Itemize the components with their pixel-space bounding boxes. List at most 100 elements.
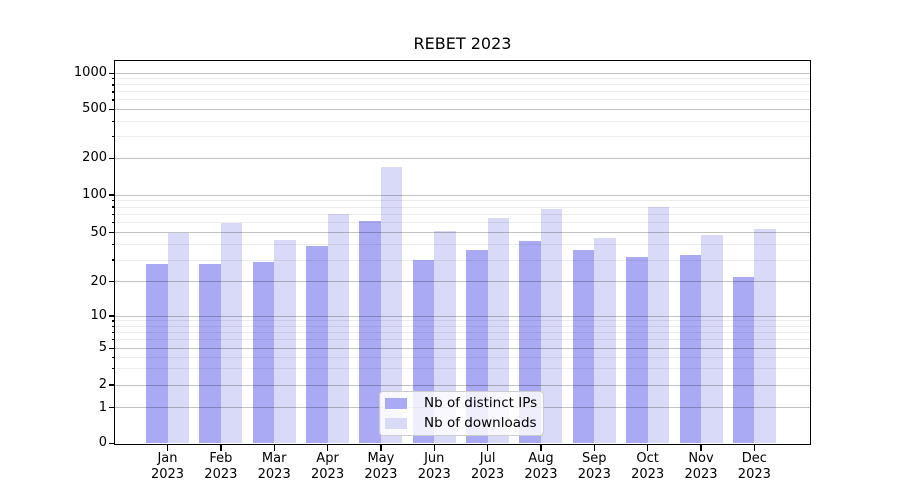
y-minor-tick [111, 320, 115, 322]
legend-swatch-downloads [385, 418, 407, 429]
y-minor-tick [111, 91, 115, 93]
x-tick [486, 444, 489, 451]
y-major-tick [109, 384, 115, 386]
x-tick-year: 2023 [257, 467, 291, 482]
x-tick [326, 444, 329, 451]
gridline-minor [115, 339, 810, 341]
bar-downloads [754, 228, 776, 444]
x-tick-month: Feb [209, 451, 233, 466]
x-tick-month: Apr [316, 451, 339, 466]
y-major-tick [109, 315, 115, 317]
x-tick-year: 2023 [577, 467, 611, 482]
y-tick-label: 50 [90, 224, 107, 240]
y-minor-tick [111, 243, 115, 246]
y-minor-tick [111, 206, 115, 208]
x-tick-label: Jun 2023 [404, 451, 464, 483]
y-minor-tick [111, 339, 115, 341]
x-tick [540, 444, 542, 451]
y-tick-label: 100 [82, 187, 107, 202]
y-minor-tick [111, 259, 115, 261]
gridline-minor [115, 320, 810, 322]
gridline-major [115, 347, 810, 349]
x-tick-label: Jan 2023 [138, 451, 198, 483]
gridline-major [115, 315, 810, 317]
x-tick [593, 444, 595, 451]
x-tick [433, 444, 435, 451]
x-tick-year: 2023 [311, 467, 345, 482]
x-tick-year: 2023 [631, 467, 665, 482]
y-major-tick [109, 108, 115, 110]
x-tick-label: Sep 2023 [564, 451, 624, 483]
x-tick [380, 444, 382, 451]
bar-downloads [487, 218, 510, 444]
y-major-tick [109, 442, 115, 444]
y-minor-tick [111, 356, 115, 358]
y-tick-label: 200 [82, 150, 107, 166]
bar-distinct-ips [306, 245, 328, 444]
gridline-major [115, 108, 810, 110]
x-tick-label: Apr 2023 [298, 451, 358, 483]
gridline-major [115, 281, 810, 283]
y-major-tick [109, 194, 115, 196]
x-tick-year: 2023 [364, 467, 398, 482]
bar-downloads [380, 166, 403, 444]
bar-downloads [594, 238, 616, 444]
x-tick-month: Nov [688, 451, 714, 466]
x-tick [646, 444, 649, 451]
bar-downloads [220, 222, 243, 444]
y-minor-tick [111, 99, 115, 101]
x-tick-month: Sep [582, 451, 607, 466]
x-tick-year: 2023 [737, 467, 771, 482]
gridline-minor [115, 78, 810, 80]
x-tick-label: Mar 2023 [244, 451, 304, 483]
gridline-major [115, 194, 810, 196]
y-major-tick [109, 407, 115, 409]
gridline-minor [115, 356, 810, 358]
x-tick-month: Jan [157, 451, 178, 466]
x-tick [166, 444, 169, 451]
y-minor-tick [111, 331, 115, 334]
gridline-major [115, 232, 810, 234]
x-tick-month: Jul [479, 451, 496, 466]
legend-item-downloads: Nb of downloads [385, 416, 538, 431]
x-tick [220, 444, 222, 451]
gridline-minor [115, 213, 810, 215]
bar-distinct-ips [359, 221, 381, 444]
x-tick-year: 2023 [684, 467, 718, 482]
y-minor-tick [111, 200, 115, 202]
x-tick-label: Oct 2023 [618, 451, 678, 483]
x-tick-year: 2023 [150, 467, 185, 482]
x-tick-month: Mar [261, 451, 287, 466]
x-tick [753, 444, 756, 451]
gridline-minor [115, 136, 810, 138]
x-tick-label: Nov 2023 [671, 451, 731, 483]
bar-distinct-ips [146, 263, 168, 444]
y-tick-label: 1 [98, 399, 107, 415]
bar-downloads [647, 207, 670, 444]
y-minor-tick [111, 222, 115, 224]
x-tick-label: Feb 2023 [191, 451, 251, 483]
bar-downloads [327, 214, 350, 444]
legend: Nb of distinct IPs Nb of downloads [379, 391, 544, 436]
x-tick-label: Aug 2023 [511, 451, 571, 483]
gridline-minor [115, 206, 810, 208]
gridline-minor [115, 84, 810, 86]
y-minor-tick [111, 368, 115, 370]
x-tick-year: 2023 [417, 467, 451, 482]
y-tick-label: 0 [98, 435, 107, 451]
y-tick-label: 1000 [73, 65, 107, 81]
y-tick-label: 20 [90, 273, 107, 289]
bar-distinct-ips [626, 256, 648, 444]
gridline-minor [115, 120, 810, 122]
y-minor-tick [111, 213, 115, 216]
y-minor-tick [111, 325, 115, 328]
bar-distinct-ips [199, 263, 221, 444]
y-major-tick [109, 347, 115, 349]
gridline-major [115, 157, 810, 159]
x-tick-year: 2023 [471, 467, 505, 482]
y-tick-label: 500 [82, 101, 107, 117]
y-major-tick [109, 232, 115, 234]
gridline-major [115, 384, 810, 386]
x-tick [273, 444, 275, 451]
chart-title: REBET 2023 [413, 34, 512, 53]
